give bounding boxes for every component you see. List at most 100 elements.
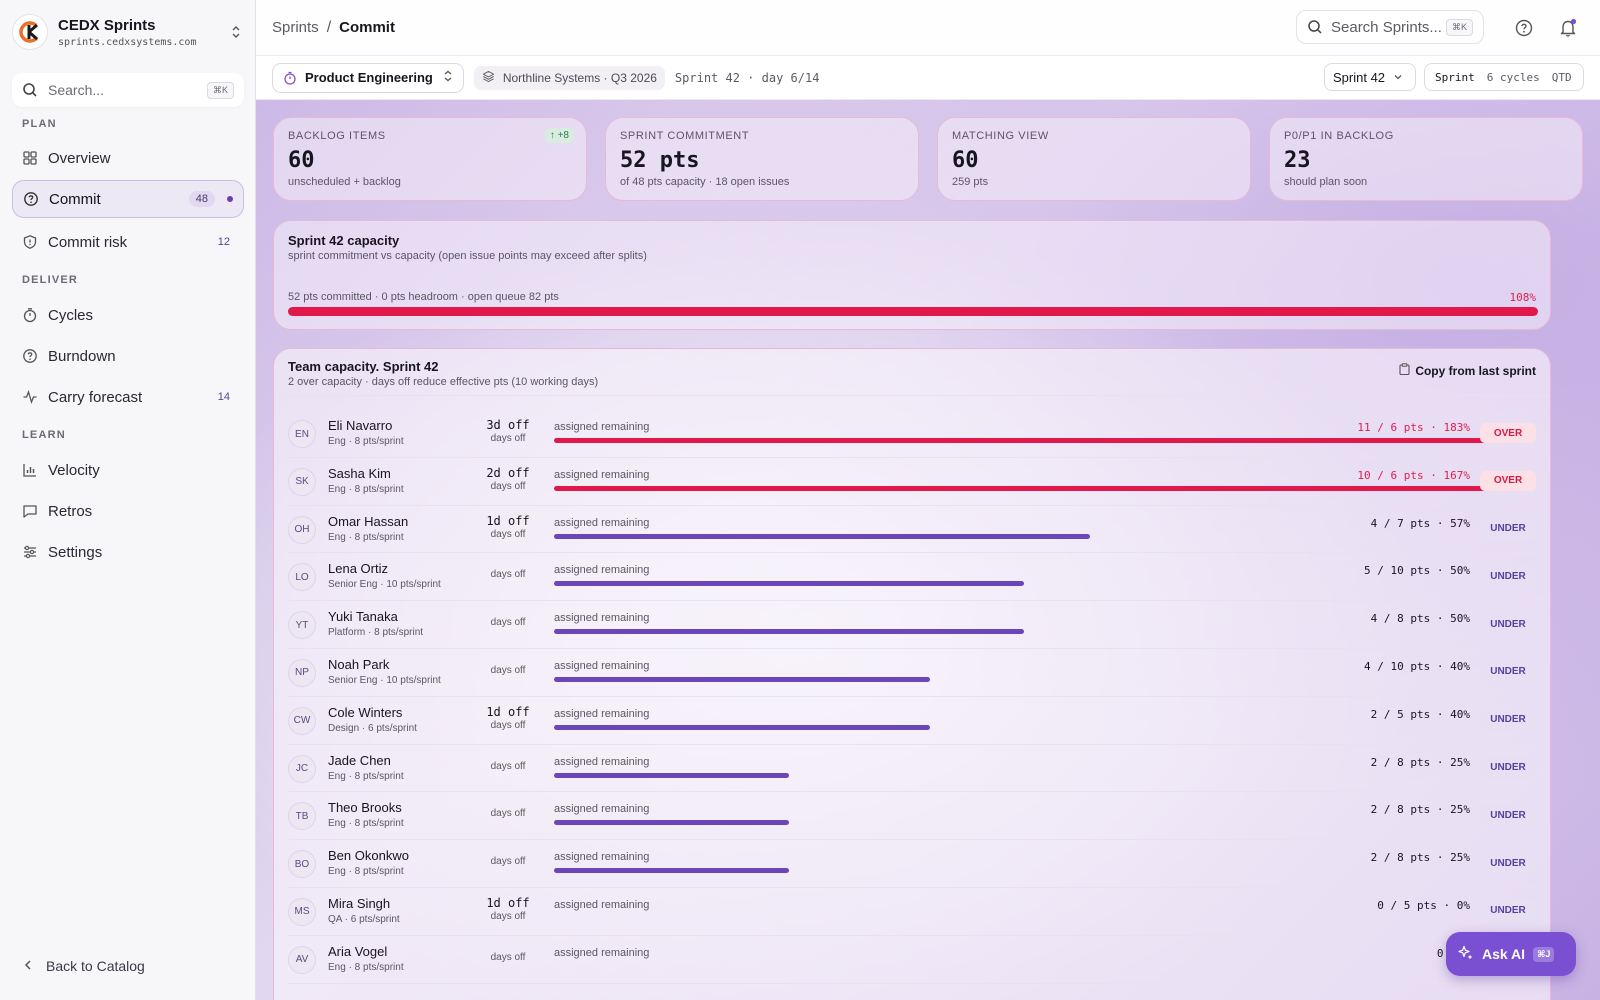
help-icon[interactable] (1514, 18, 1534, 38)
avatar: NP (288, 658, 316, 687)
avatar: SK (288, 467, 316, 496)
assigned-label: assigned remaining (554, 564, 650, 577)
assigned-label: assigned remaining (554, 803, 650, 816)
sparkles-icon (1458, 945, 1474, 964)
team-member-list: EN Eli Navarro Eng · 8 pts/sprint 3d off… (274, 410, 1550, 984)
load-bar (554, 485, 1494, 491)
load-bar (554, 724, 1494, 730)
sprint-select[interactable]: Sprint 42 (1324, 63, 1416, 91)
days-off[interactable]: days off (478, 617, 538, 628)
sidebar-search[interactable]: Search... ⌘K (12, 73, 244, 107)
sidebar-item-commit[interactable]: Commit 48 (12, 180, 244, 218)
days-off[interactable]: 1d off days off (478, 705, 538, 731)
days-off-label: days off (490, 856, 526, 868)
load-bar-fill (554, 772, 789, 778)
days-off[interactable]: days off (478, 952, 538, 963)
chevron-down-icon (1393, 70, 1403, 85)
team-member-row[interactable]: AV Aria Vogel Eng · 8 pts/sprint days of… (288, 936, 1536, 984)
days-off[interactable]: days off (478, 808, 538, 819)
active-indicator (227, 196, 233, 202)
stat-card-backlog[interactable]: BACKLOG ITEMS 60 unscheduled + backlog ↑… (273, 117, 587, 201)
days-off[interactable]: days off (478, 856, 538, 867)
shield-icon (22, 234, 38, 250)
load-ratio: 0 / 5 pts · 0% (1377, 898, 1470, 912)
sidebar-item-commit-risk[interactable]: Commit risk 12 (12, 223, 244, 261)
stat-sub: unscheduled + backlog (288, 176, 401, 188)
message-square-icon (22, 503, 38, 519)
stat-card-p0p1[interactable]: P0/P1 IN BACKLOG 23 should plan soon (1269, 117, 1583, 201)
days-off-label: days off (490, 760, 526, 772)
workspace-switcher[interactable]: CEDX Sprints sprints.cedxsystems.com (12, 12, 244, 52)
back-to-catalog-link[interactable]: Back to Catalog (22, 958, 145, 974)
sidebar-item-overview[interactable]: Overview (12, 139, 244, 177)
member-role: Eng · 8 pts/sprint (328, 818, 404, 830)
help-circle-icon (23, 191, 39, 207)
member-role: Eng · 8 pts/sprint (328, 961, 404, 973)
load-bar-fill (554, 820, 789, 826)
team-member-row[interactable]: JC Jade Chen Eng · 8 pts/sprint days off… (288, 745, 1536, 793)
sprint-day: Sprint 42 · day 6/14 (674, 70, 820, 85)
bell-icon[interactable] (1558, 18, 1578, 38)
global-search-placeholder: Search Sprints... (1331, 18, 1442, 36)
load-bar-fill (554, 629, 1024, 635)
sidebar-item-burndown[interactable]: Burndown (12, 337, 244, 375)
days-off[interactable]: 2d off days off (478, 466, 538, 492)
team-member-row[interactable]: NP Noah Park Senior Eng · 10 pts/sprint … (288, 649, 1536, 697)
days-off-label: days off (490, 719, 526, 731)
assigned-label: assigned remaining (554, 707, 650, 720)
days-off-label: days off (490, 433, 526, 444)
segment-6-cycles[interactable]: 6 cycles (1486, 70, 1540, 84)
team-member-row[interactable]: LO Lena Ortiz Senior Eng · 10 pts/sprint… (288, 553, 1536, 602)
stat-card-commitment[interactable]: SPRINT COMMITMENT 52 pts of 48 pts capac… (605, 117, 919, 201)
days-off-label: days off (490, 617, 526, 629)
team-member-row[interactable]: SK Sasha Kim Eng · 8 pts/sprint 2d off d… (288, 458, 1536, 506)
sidebar-item-carry-forecast[interactable]: Carry forecast 14 (12, 378, 244, 416)
cedx-logo (12, 14, 48, 50)
sidebar-item-settings[interactable]: Settings (12, 533, 244, 571)
stat-value: 60 (288, 148, 315, 173)
team-selector[interactable]: Product Engineering (272, 62, 464, 93)
global-search[interactable]: Search Sprints... ⌘K (1296, 10, 1484, 44)
team-member-row[interactable]: MS Mira Singh QA · 6 pts/sprint 1d off d… (288, 888, 1536, 936)
ask-ai-button[interactable]: Ask AI ⌘J (1446, 932, 1576, 976)
ask-ai-label: Ask AI (1482, 946, 1526, 962)
team-member-row[interactable]: YT Yuki Tanaka Platform · 8 pts/sprint d… (288, 601, 1536, 649)
days-off[interactable]: days off (478, 665, 538, 676)
days-off[interactable]: 3d off days off (478, 418, 538, 444)
chevrons-up-down-icon[interactable] (228, 24, 244, 40)
days-off[interactable]: 1d off days off (478, 896, 538, 922)
days-off[interactable]: days off (478, 761, 538, 772)
segment-sprint[interactable]: Sprint (1429, 67, 1481, 87)
stat-sub: should plan soon (1284, 176, 1368, 188)
team-member-row[interactable]: BO Ben Okonkwo Eng · 8 pts/sprint days o… (288, 840, 1536, 888)
member-name: Ben Okonkwo (328, 848, 409, 864)
team-member-row[interactable]: CW Cole Winters Design · 6 pts/sprint 1d… (288, 697, 1536, 745)
load-bar-fill (554, 724, 930, 730)
member-name: Aria Vogel (328, 943, 388, 959)
days-off[interactable]: days off (478, 569, 538, 580)
sidebar-item-label: Velocity (48, 461, 100, 479)
team-member-row[interactable]: OH Omar Hassan Eng · 8 pts/sprint 1d off… (288, 506, 1536, 554)
app-url: sprints.cedxsystems.com (58, 36, 197, 48)
days-off-value: 1d off (486, 895, 530, 910)
load-ratio: 2 / 5 pts · 40% (1370, 707, 1470, 721)
breadcrumb-root[interactable]: Sprints (272, 19, 319, 36)
team-member-row[interactable]: TB Theo Brooks Eng · 8 pts/sprint days o… (288, 792, 1536, 841)
stat-card-matching-view[interactable]: MATCHING VIEW 60 259 pts (937, 117, 1251, 201)
copy-from-last-sprint-button[interactable]: Copy from last sprint (1399, 363, 1536, 378)
days-off-value: 1d off (486, 704, 530, 719)
segment-qtd[interactable]: QTD (1551, 70, 1572, 84)
member-role: QA · 6 pts/sprint (328, 913, 400, 925)
load-bar (554, 868, 1494, 874)
sidebar-item-velocity[interactable]: Velocity (12, 451, 244, 489)
load-bar (554, 438, 1494, 443)
sidebar-item-retros[interactable]: Retros (12, 492, 244, 530)
days-off-label: days off (490, 951, 526, 963)
back-label: Back to Catalog (46, 958, 145, 974)
sidebar-item-cycles[interactable]: Cycles (12, 296, 244, 334)
team-member-row[interactable]: EN Eli Navarro Eng · 8 pts/sprint 3d off… (288, 410, 1536, 458)
capacity-status-badge: UNDER (1480, 757, 1536, 778)
load-bar (554, 676, 1494, 682)
ask-ai-shortcut: ⌘J (1533, 946, 1555, 962)
days-off[interactable]: 1d off days off (478, 514, 538, 540)
